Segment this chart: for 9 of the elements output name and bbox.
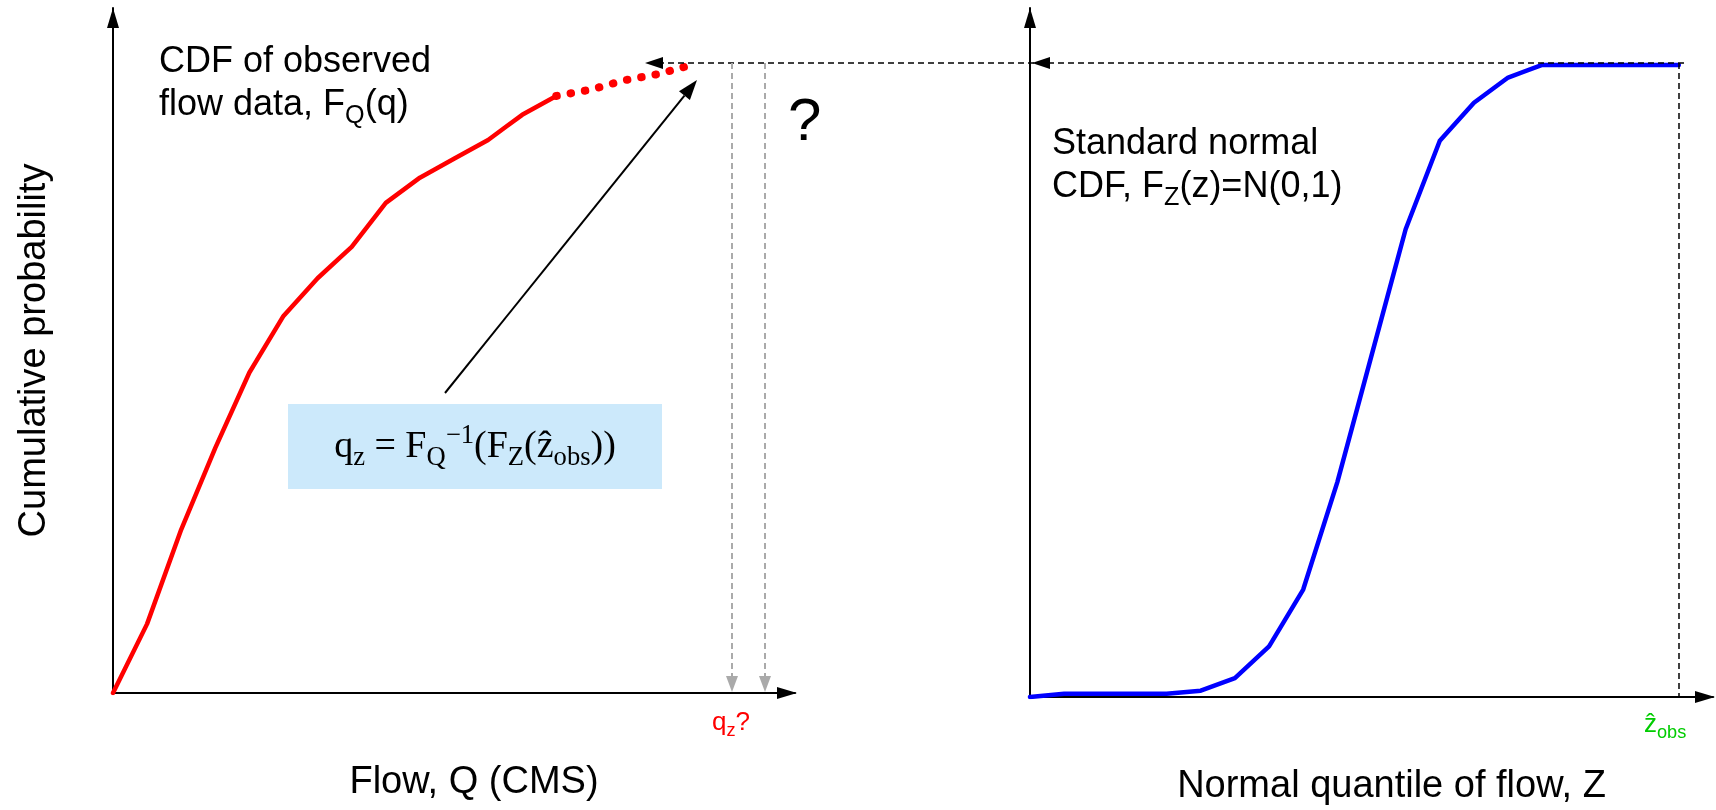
annotation: ?: [788, 86, 822, 153]
x-axis-title: Flow, Q (CMS): [349, 759, 599, 801]
text: q$_{z}$?: [712, 706, 751, 741]
x-axis-title: Normal quantile of flow, Z: [1177, 763, 1606, 805]
text: ẑ$_{obs}$: [1644, 708, 1687, 743]
text: q$_{z}$ = F$_{Q}$$^{−1}$(F$_{Z}$(ẑ$_{obs}$)): [334, 419, 616, 472]
annotation: CDF of observed flow data, F$_{Q}$(q): [159, 39, 432, 129]
y-axis-title: Cumulative probability: [11, 163, 53, 538]
annotation: Standard normal CDF, F$_{Z}$(z)=N(0,1): [1052, 121, 1343, 211]
